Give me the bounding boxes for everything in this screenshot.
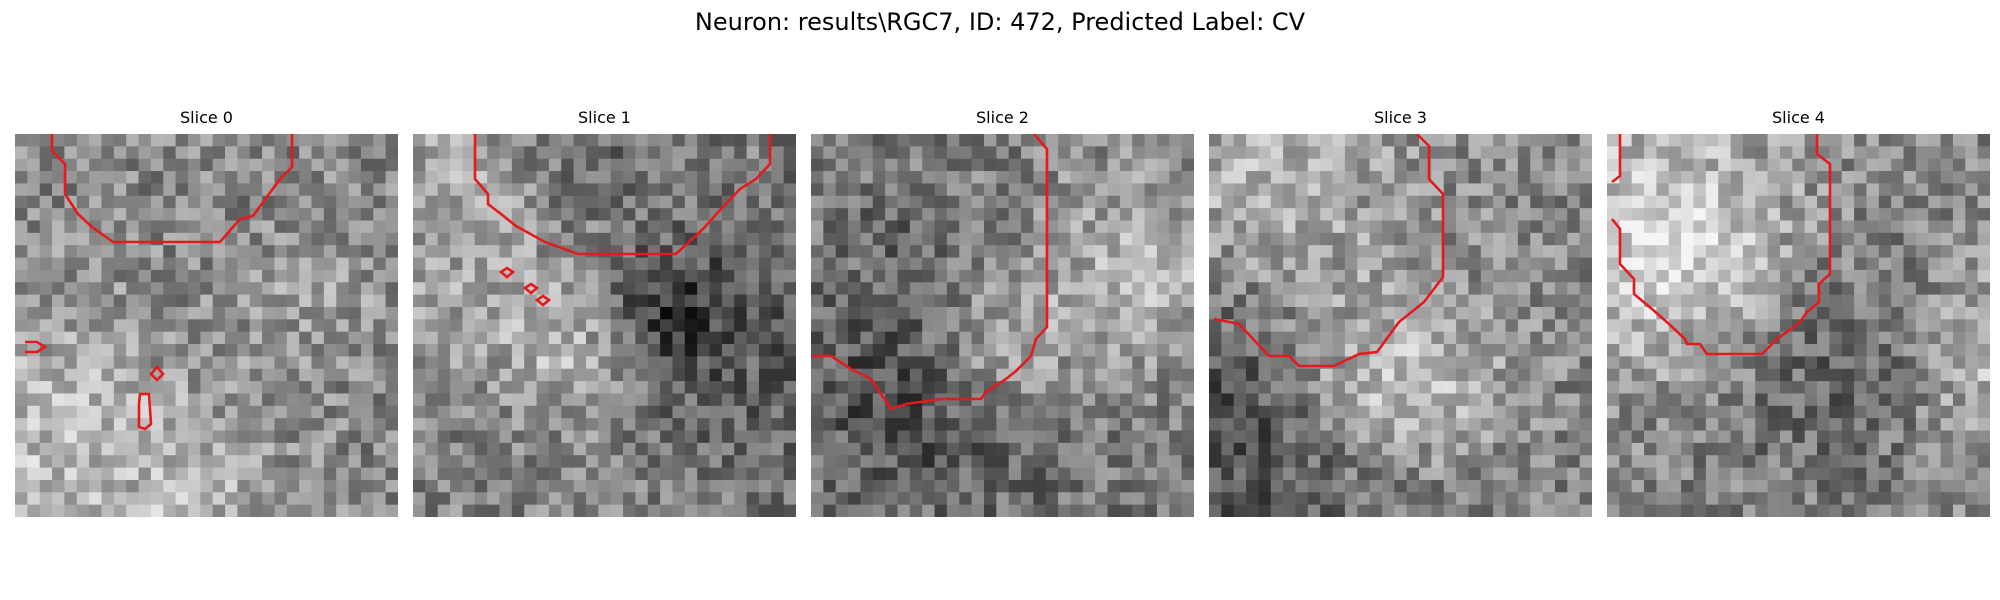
- slice-title: Slice 4: [1607, 108, 1990, 128]
- slice-image: [811, 134, 1194, 517]
- slice-title: Slice 0: [15, 108, 398, 128]
- slice-title: Slice 2: [811, 108, 1194, 128]
- slice-image: [413, 134, 796, 517]
- slice-title: Slice 1: [413, 108, 796, 128]
- slice-image: [15, 134, 398, 517]
- slice-image: [1209, 134, 1592, 517]
- slice-title: Slice 3: [1209, 108, 1592, 128]
- slice-image: [1607, 134, 1990, 517]
- figure-title: Neuron: results\RGC7, ID: 472, Predicted…: [0, 6, 2000, 38]
